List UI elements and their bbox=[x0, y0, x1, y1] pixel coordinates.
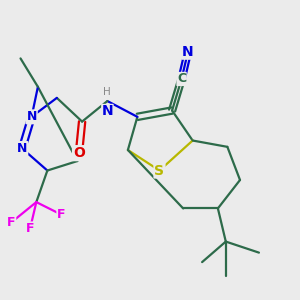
Text: C: C bbox=[177, 72, 186, 86]
Text: F: F bbox=[7, 216, 15, 229]
Text: N: N bbox=[102, 104, 113, 118]
Text: N: N bbox=[182, 45, 194, 59]
Text: F: F bbox=[57, 208, 66, 221]
Text: H: H bbox=[103, 87, 111, 97]
Text: S: S bbox=[154, 164, 164, 178]
Text: N: N bbox=[17, 142, 27, 155]
Text: N: N bbox=[26, 110, 37, 123]
Text: O: O bbox=[73, 146, 85, 160]
Text: F: F bbox=[26, 222, 34, 236]
